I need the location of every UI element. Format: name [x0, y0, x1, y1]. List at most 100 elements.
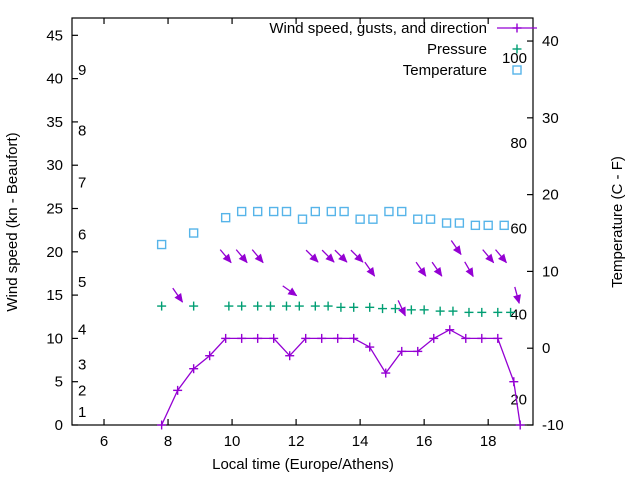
- wind-direction-arrow: [431, 261, 443, 277]
- legend-label: Wind speed, gusts, and direction: [269, 20, 487, 37]
- beaufort-label: 6: [78, 226, 86, 243]
- pressure-point: [224, 301, 234, 311]
- pressure-point: [294, 301, 304, 311]
- wind-direction-arrow: [495, 249, 507, 264]
- beaufort-label: 8: [78, 123, 86, 140]
- pressure-point: [237, 301, 247, 311]
- wind-direction-arrow: [235, 249, 248, 264]
- pressure-point: [336, 302, 346, 312]
- legend-entry[interactable]: Wind speed, gusts, and direction: [269, 20, 537, 37]
- legend-label: Pressure: [427, 41, 487, 58]
- wind-speed-point: [205, 351, 215, 361]
- x-tick-label: 16: [416, 433, 433, 450]
- beaufort-label: 1: [78, 404, 86, 421]
- legend-entry[interactable]: Pressure: [427, 41, 522, 58]
- y-tick-label: 25: [46, 201, 63, 218]
- fahrenheit-scale-labels: 20 40 60 80 100: [502, 50, 527, 409]
- pressure-point: [477, 307, 487, 317]
- temperature-point: [326, 206, 337, 217]
- fahrenheit-label: 20: [510, 392, 527, 409]
- series-wind-speed: [157, 325, 525, 430]
- temperature-point: [384, 206, 394, 217]
- pressure-point: [323, 301, 333, 311]
- plot-border: [71, 17, 534, 426]
- pressure-point: [464, 307, 474, 317]
- y2-axis-ticks: -10 0 10 20 30 40: [527, 33, 564, 434]
- y2-axis-title: Temperature (C - F): [609, 156, 626, 288]
- beaufort-label: 2: [78, 382, 86, 399]
- wind-speed-point: [493, 333, 503, 343]
- pressure-point: [406, 305, 416, 315]
- temperature-point: [470, 220, 481, 231]
- wind-speed-point: [269, 333, 279, 343]
- pressure-point: [448, 306, 458, 316]
- series-pressure: [157, 301, 516, 317]
- legend-label: Temperature: [403, 62, 487, 79]
- fahrenheit-label: 80: [510, 135, 527, 152]
- wind-direction-arrow: [450, 240, 462, 256]
- pressure-point: [365, 302, 375, 312]
- temperature-point: [281, 206, 292, 217]
- wind-speed-point: [515, 420, 525, 430]
- data-series-group: [156, 206, 525, 430]
- pressure-point: [493, 307, 503, 317]
- legend-entry[interactable]: Temperature: [403, 62, 522, 79]
- temperature-point: [297, 214, 308, 224]
- pressure-point: [506, 307, 516, 317]
- temperature-point: [397, 206, 407, 217]
- pressure-point: [189, 301, 199, 311]
- y-tick-label: 0: [55, 417, 63, 434]
- wind-direction-arrow: [397, 300, 406, 317]
- wind-direction-arrow: [219, 249, 232, 264]
- temperature-point: [413, 214, 423, 224]
- y2-tick-label: 30: [542, 110, 559, 127]
- x-tick-label: 14: [352, 433, 369, 450]
- y-tick-label: 45: [46, 27, 63, 44]
- wind-direction-arrow: [251, 249, 264, 264]
- wind-direction-arrow: [334, 249, 348, 263]
- wind-speed-point: [445, 325, 455, 335]
- wind-speed-point: [365, 342, 375, 352]
- legend-plus-icon: [512, 23, 522, 33]
- wind-speed-point: [221, 333, 231, 343]
- wind-speed-point: [317, 333, 327, 343]
- pressure-point: [157, 301, 167, 311]
- wind-speed-point: [253, 333, 263, 343]
- wind-speed-point: [333, 333, 343, 343]
- y-tick-label: 15: [46, 287, 63, 304]
- temperature-point: [499, 220, 509, 231]
- y-axis-ticks: 0 5 10 15 20 25 30 35 40 45: [46, 27, 78, 434]
- wind-speed-point: [349, 333, 359, 343]
- plot-frame: [71, 17, 534, 426]
- y-tick-label: 30: [46, 157, 63, 174]
- wind-direction-arrow: [305, 249, 319, 263]
- x-tick-label: 10: [224, 433, 241, 450]
- y-tick-label: 35: [46, 114, 63, 131]
- wind-speed-point: [237, 333, 247, 343]
- legend-plus-icon: [512, 44, 522, 54]
- wind-speed-point: [461, 333, 471, 343]
- x-axis-title: Local time (Europe/Athens): [212, 456, 394, 473]
- x-tick-label: 18: [480, 433, 497, 450]
- pressure-point: [310, 301, 320, 311]
- y-tick-label: 10: [46, 330, 63, 347]
- temperature-point: [310, 206, 321, 217]
- pressure-point: [265, 301, 275, 311]
- wind-speed-point: [173, 385, 183, 395]
- y-tick-label: 5: [55, 374, 63, 391]
- beaufort-label: 4: [78, 322, 86, 339]
- pressure-point: [435, 306, 445, 316]
- beaufort-label: 7: [78, 175, 86, 192]
- wind-speed-point: [509, 377, 519, 387]
- wind-direction-arrows: [172, 240, 521, 317]
- temperature-point: [483, 220, 493, 231]
- y-tick-label: 20: [46, 244, 63, 261]
- x-tick-label: 12: [288, 433, 305, 450]
- series-temperature: [156, 206, 509, 250]
- temperature-point: [355, 214, 365, 224]
- wind-speed-point: [189, 364, 199, 374]
- y-tick-label: 40: [46, 71, 63, 88]
- pressure-point: [349, 302, 359, 312]
- wind-speed-point: [301, 333, 311, 343]
- wind-direction-arrow: [282, 285, 298, 297]
